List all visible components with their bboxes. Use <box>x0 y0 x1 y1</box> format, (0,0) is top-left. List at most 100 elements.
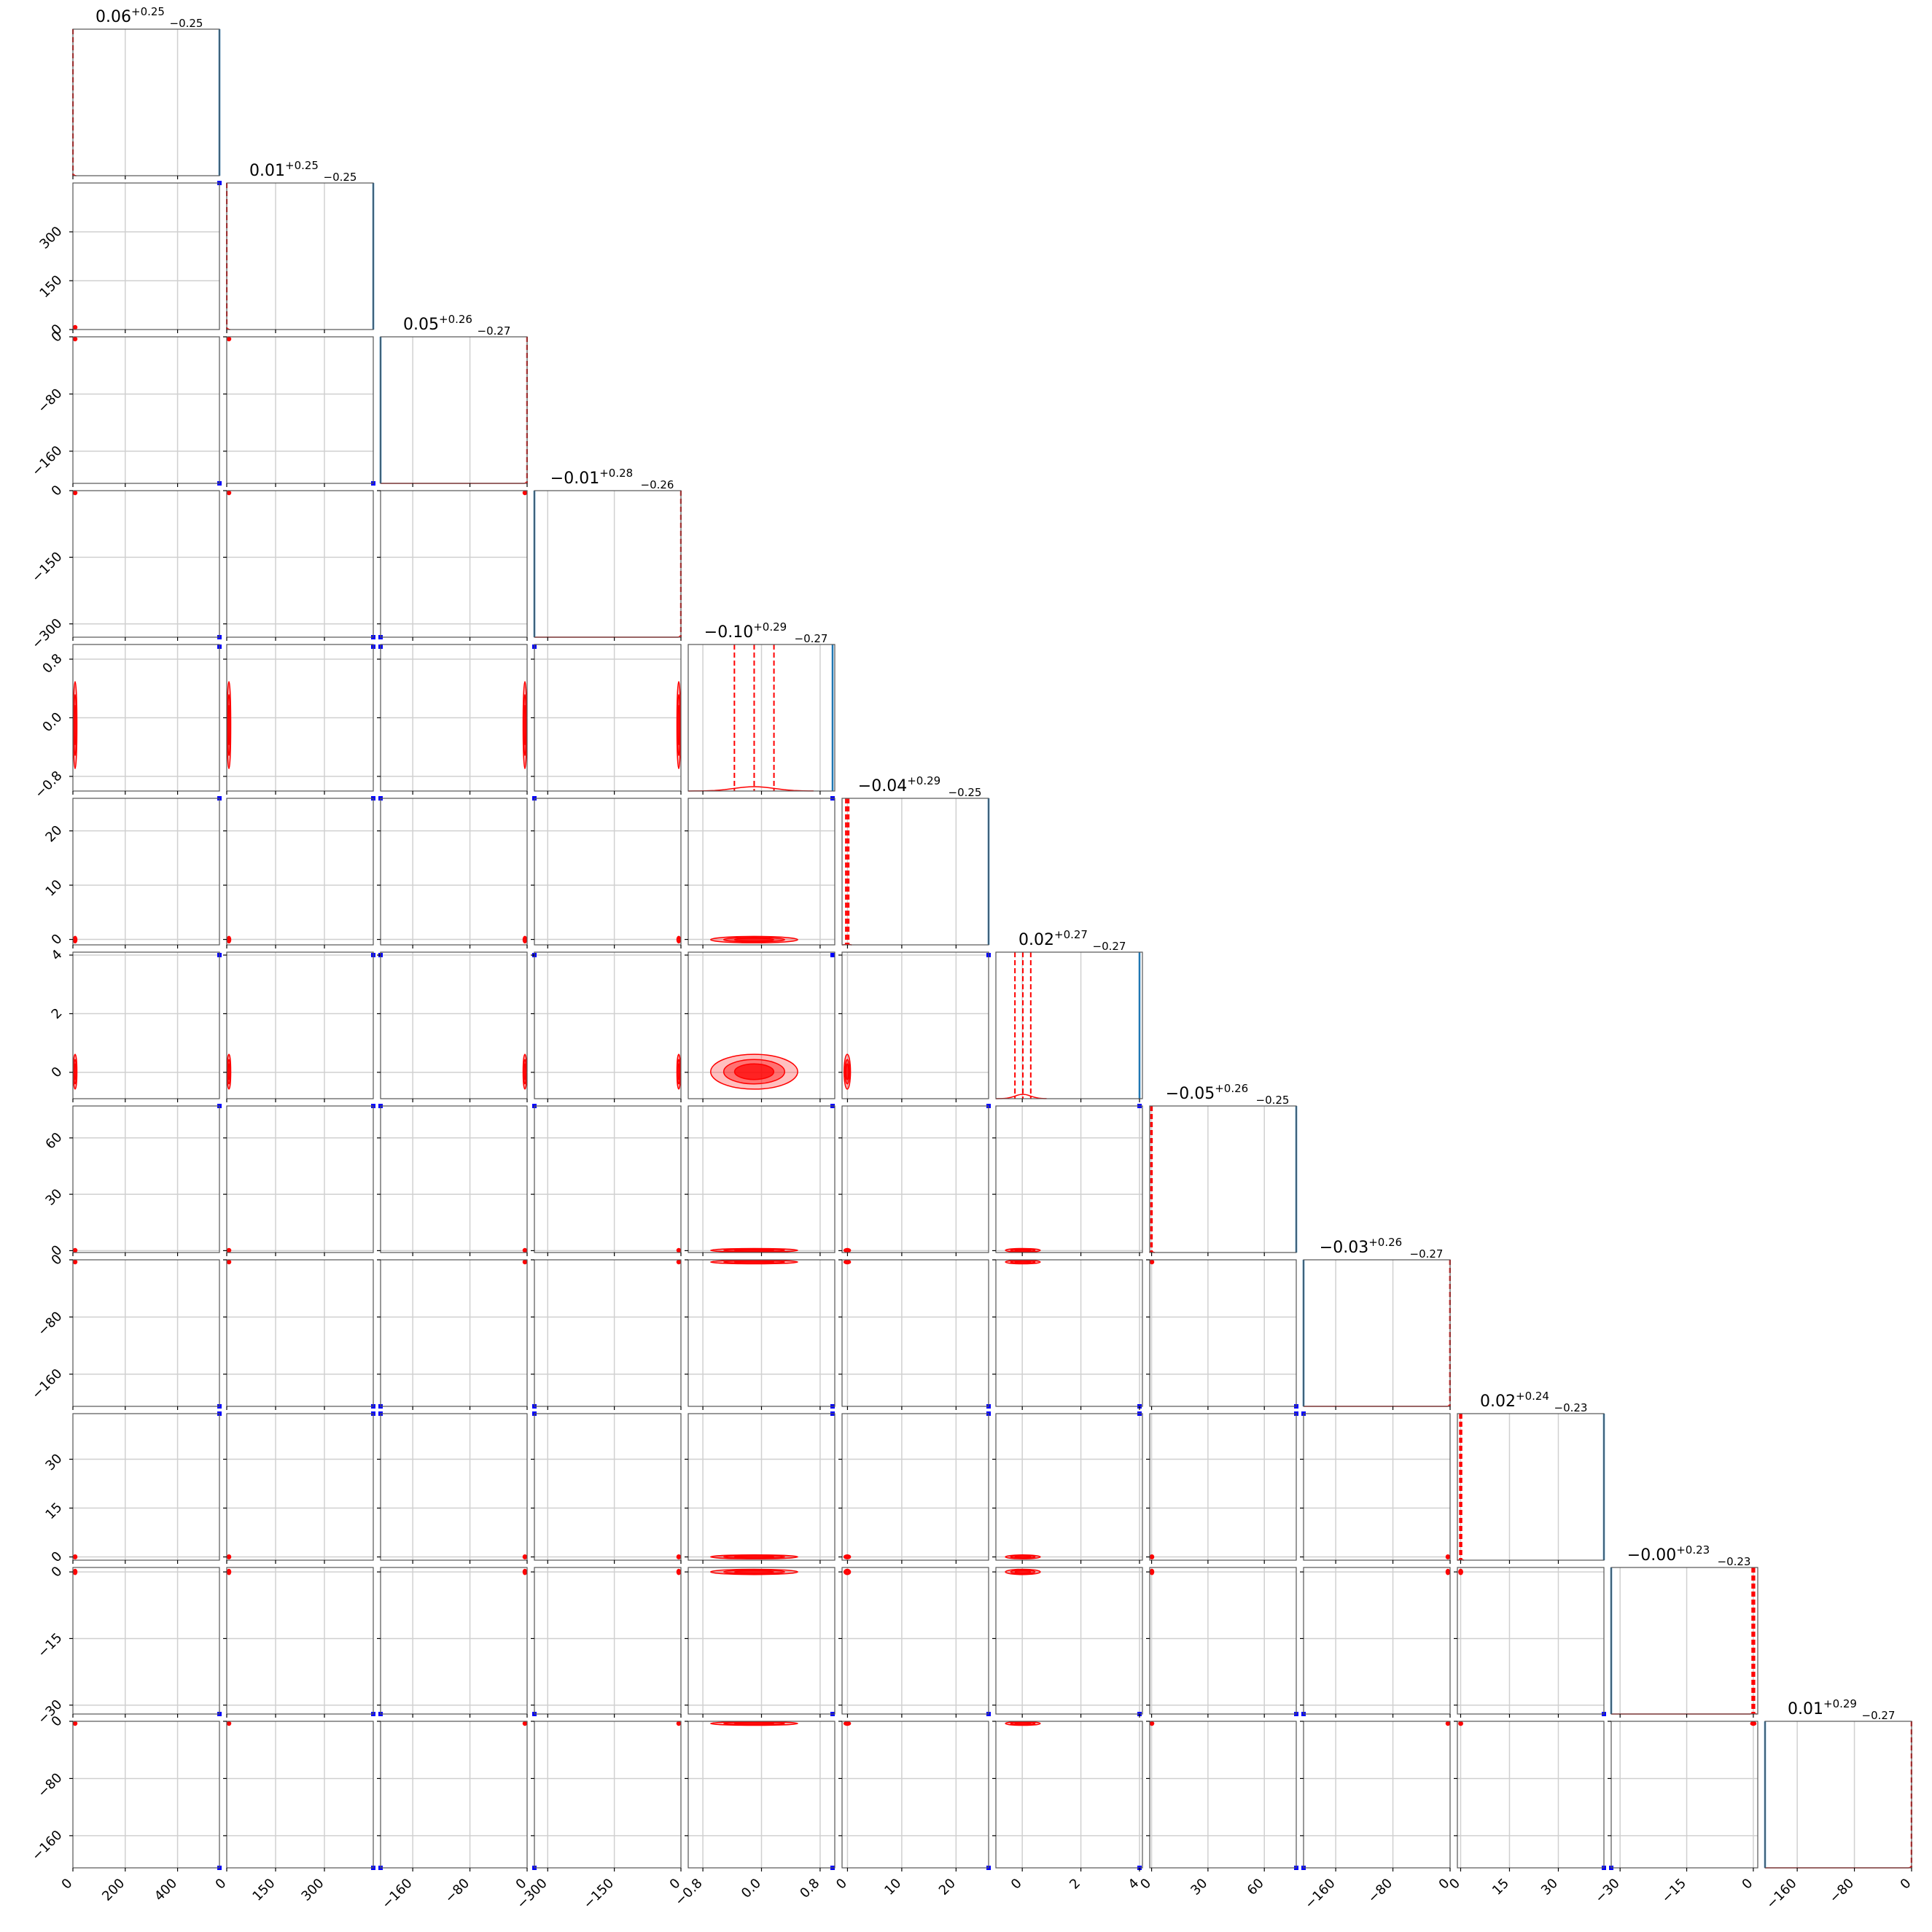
primary-density-contour <box>1459 1570 1462 1574</box>
primary-density-contour <box>523 704 526 746</box>
panel-7-6 <box>992 1104 1143 1256</box>
hist-panel-6: 0.02+0.27 −0.27 <box>995 928 1143 1102</box>
panel-frame <box>534 1259 682 1407</box>
x-tick-label: −15 <box>1659 1876 1689 1906</box>
x-tick-label: −80 <box>1365 1876 1395 1906</box>
panel-8-0 <box>69 1259 222 1410</box>
hist-panel-2: 0.05+0.26 −0.27 <box>379 313 528 487</box>
primary-density-contour <box>733 1261 775 1263</box>
primary-density-contour <box>677 1570 680 1574</box>
x-tick-label: 0.0 <box>739 1876 764 1901</box>
panel-frame <box>72 1721 220 1869</box>
panel-10-3 <box>531 1567 682 1718</box>
primary-density-contour <box>74 1063 77 1080</box>
panel-frame <box>1149 1567 1297 1715</box>
primary-density-contour <box>227 1261 230 1263</box>
panel-7-3 <box>531 1104 682 1256</box>
hist-panel-3: −0.01+0.28 −0.26 <box>533 467 682 641</box>
y-tick-label: 0.8 <box>39 651 65 677</box>
y-tick-label: 0 <box>49 931 66 948</box>
y-tick-label: −300 <box>29 615 66 652</box>
y-tick-label: 4 <box>49 947 66 964</box>
primary-density-contour <box>74 1249 77 1252</box>
y-tick-label: 10 <box>42 877 65 900</box>
primary-density-contour <box>227 1722 230 1725</box>
panel-8-3 <box>531 1259 682 1410</box>
primary-density-contour <box>1014 1261 1032 1263</box>
diagonal-title: −0.04+0.29 <box>858 774 940 795</box>
primary-density-contour <box>1459 1722 1462 1725</box>
panel-10-9 <box>1454 1567 1606 1718</box>
title-upper-error: +0.26 <box>1368 1236 1402 1249</box>
panel-8-2 <box>377 1259 528 1410</box>
x-tick-label: 0 <box>213 1876 230 1893</box>
panel-frame <box>72 1259 220 1407</box>
primary-density-contour <box>1014 1722 1032 1725</box>
primary-density-contour <box>523 1570 526 1574</box>
diagonal-title: 0.05+0.26 <box>403 313 472 334</box>
title-upper-error: +0.26 <box>1215 1082 1248 1095</box>
panel-5-0 <box>69 796 222 949</box>
panel-8-4 <box>685 1259 835 1410</box>
title-lower-error: −0.25 <box>170 17 203 30</box>
x-tick-label: 200 <box>99 1876 128 1904</box>
title-upper-error: +0.28 <box>599 467 633 480</box>
title-lower-error: −0.26 <box>641 478 674 491</box>
panel-frame <box>534 1567 682 1715</box>
primary-density-contour <box>845 1570 849 1574</box>
title-upper-error: +0.29 <box>907 774 940 787</box>
title-upper-error: +0.29 <box>753 620 787 634</box>
primary-density-contour <box>677 938 680 942</box>
primary-density-contour <box>74 938 77 942</box>
panel-2-1 <box>223 336 375 487</box>
primary-density-contour <box>677 1555 680 1559</box>
primary-density-contour <box>677 704 680 746</box>
x-tick-label: −150 <box>580 1876 617 1912</box>
primary-density-contour <box>733 938 775 942</box>
x-tick-label: 20 <box>936 1876 959 1898</box>
panel-9-0 <box>69 1411 222 1564</box>
primary-density-contour <box>733 1570 775 1574</box>
y-tick-label: −160 <box>29 1828 66 1864</box>
panel-11-9 <box>1454 1721 1606 1871</box>
primary-density-contour <box>523 1249 526 1252</box>
title-lower-error: −0.25 <box>949 786 982 799</box>
hist-panel-0: 0.06+0.25 −0.25 <box>72 5 221 179</box>
panel-4-2 <box>377 644 528 795</box>
diagonal-title: −0.00+0.23 <box>1627 1543 1710 1565</box>
primary-density-contour <box>523 1063 526 1080</box>
panel-frame <box>226 798 374 946</box>
panel-frame <box>995 1105 1143 1253</box>
panel-frame <box>841 1721 989 1869</box>
panel-frame <box>226 182 374 330</box>
panel-frame <box>72 1567 220 1715</box>
x-tick-label: 30 <box>1188 1876 1210 1898</box>
panel-6-3 <box>531 951 682 1102</box>
panel-5-3 <box>531 796 682 949</box>
panel-11-3 <box>531 1721 682 1871</box>
panel-frame <box>1149 1259 1297 1407</box>
panel-frame <box>72 1413 220 1561</box>
x-tick-label: 0 <box>1739 1876 1756 1893</box>
panel-3-1 <box>223 490 375 641</box>
panel-frame <box>72 490 220 638</box>
diagonal-title: 0.06+0.25 <box>96 5 165 26</box>
x-tick-label: 0 <box>59 1876 76 1893</box>
x-tick-label: −160 <box>379 1876 416 1912</box>
hist-panel-1: 0.01+0.25 −0.25 <box>226 159 375 333</box>
panel-4-1 <box>223 644 375 795</box>
primary-density-contour <box>1150 1570 1153 1574</box>
panel-frame <box>226 951 374 1099</box>
panel-frame <box>995 1259 1143 1407</box>
hist-panel-4: −0.10+0.29 −0.27 <box>688 620 835 795</box>
panel-4-0 <box>69 644 222 795</box>
primary-density-contour <box>227 1570 230 1574</box>
primary-density-contour <box>1751 1722 1756 1725</box>
x-tick-label: −160 <box>1302 1876 1339 1912</box>
title-lower-error: −0.23 <box>1554 1401 1588 1414</box>
panel-11-7 <box>1146 1721 1298 1871</box>
title-lower-error: −0.27 <box>478 324 511 338</box>
title-lower-error: −0.23 <box>1718 1555 1751 1568</box>
title-lower-error: −0.27 <box>1093 940 1126 953</box>
panel-8-6 <box>992 1259 1143 1410</box>
